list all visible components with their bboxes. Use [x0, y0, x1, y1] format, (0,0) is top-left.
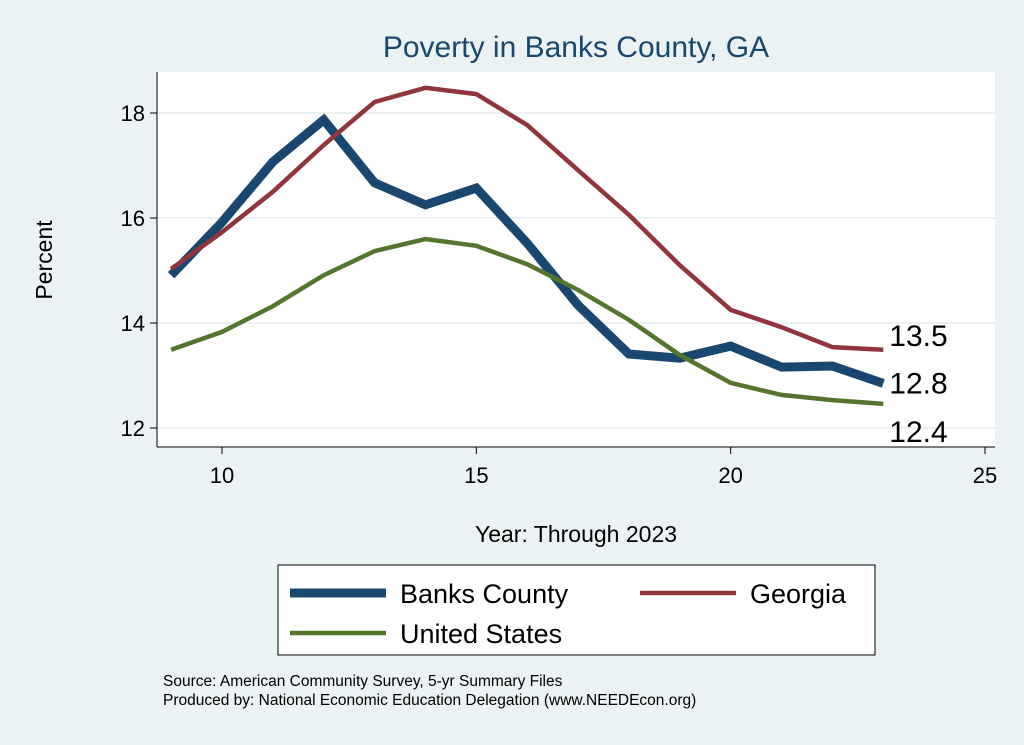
produced-by-note: Produced by: National Economic Education… — [163, 692, 697, 709]
source-note: Source: American Community Survey, 5-yr … — [163, 673, 563, 690]
y-tick-label: 16 — [121, 206, 145, 231]
x-tick-label: 20 — [718, 463, 742, 488]
x-tick-label: 25 — [973, 463, 997, 488]
plot-area — [157, 72, 995, 447]
legend-label: Georgia — [750, 579, 847, 609]
legend-label: Banks County — [400, 579, 569, 609]
series-line-banks-county — [167, 113, 885, 388]
x-axis-label: Year: Through 2023 — [475, 521, 677, 547]
y-tick-label: 14 — [121, 311, 145, 336]
y-axis-label: Percent — [31, 220, 57, 300]
series-line-united-states — [170, 236, 884, 407]
legend-label: United States — [400, 619, 562, 649]
x-tick-label: 15 — [464, 463, 488, 488]
x-tick-label: 10 — [210, 463, 234, 488]
end-value-label: 12.8 — [889, 367, 947, 400]
y-tick-label: 18 — [121, 101, 145, 126]
legend: Banks County Georgia United States — [277, 564, 876, 656]
end-value-label: 13.5 — [889, 320, 947, 353]
y-tick-label: 12 — [121, 416, 145, 441]
end-value-label: 12.4 — [889, 416, 947, 449]
chart-title: Poverty in Banks County, GA — [383, 31, 769, 64]
series-line-georgia — [169, 85, 884, 353]
